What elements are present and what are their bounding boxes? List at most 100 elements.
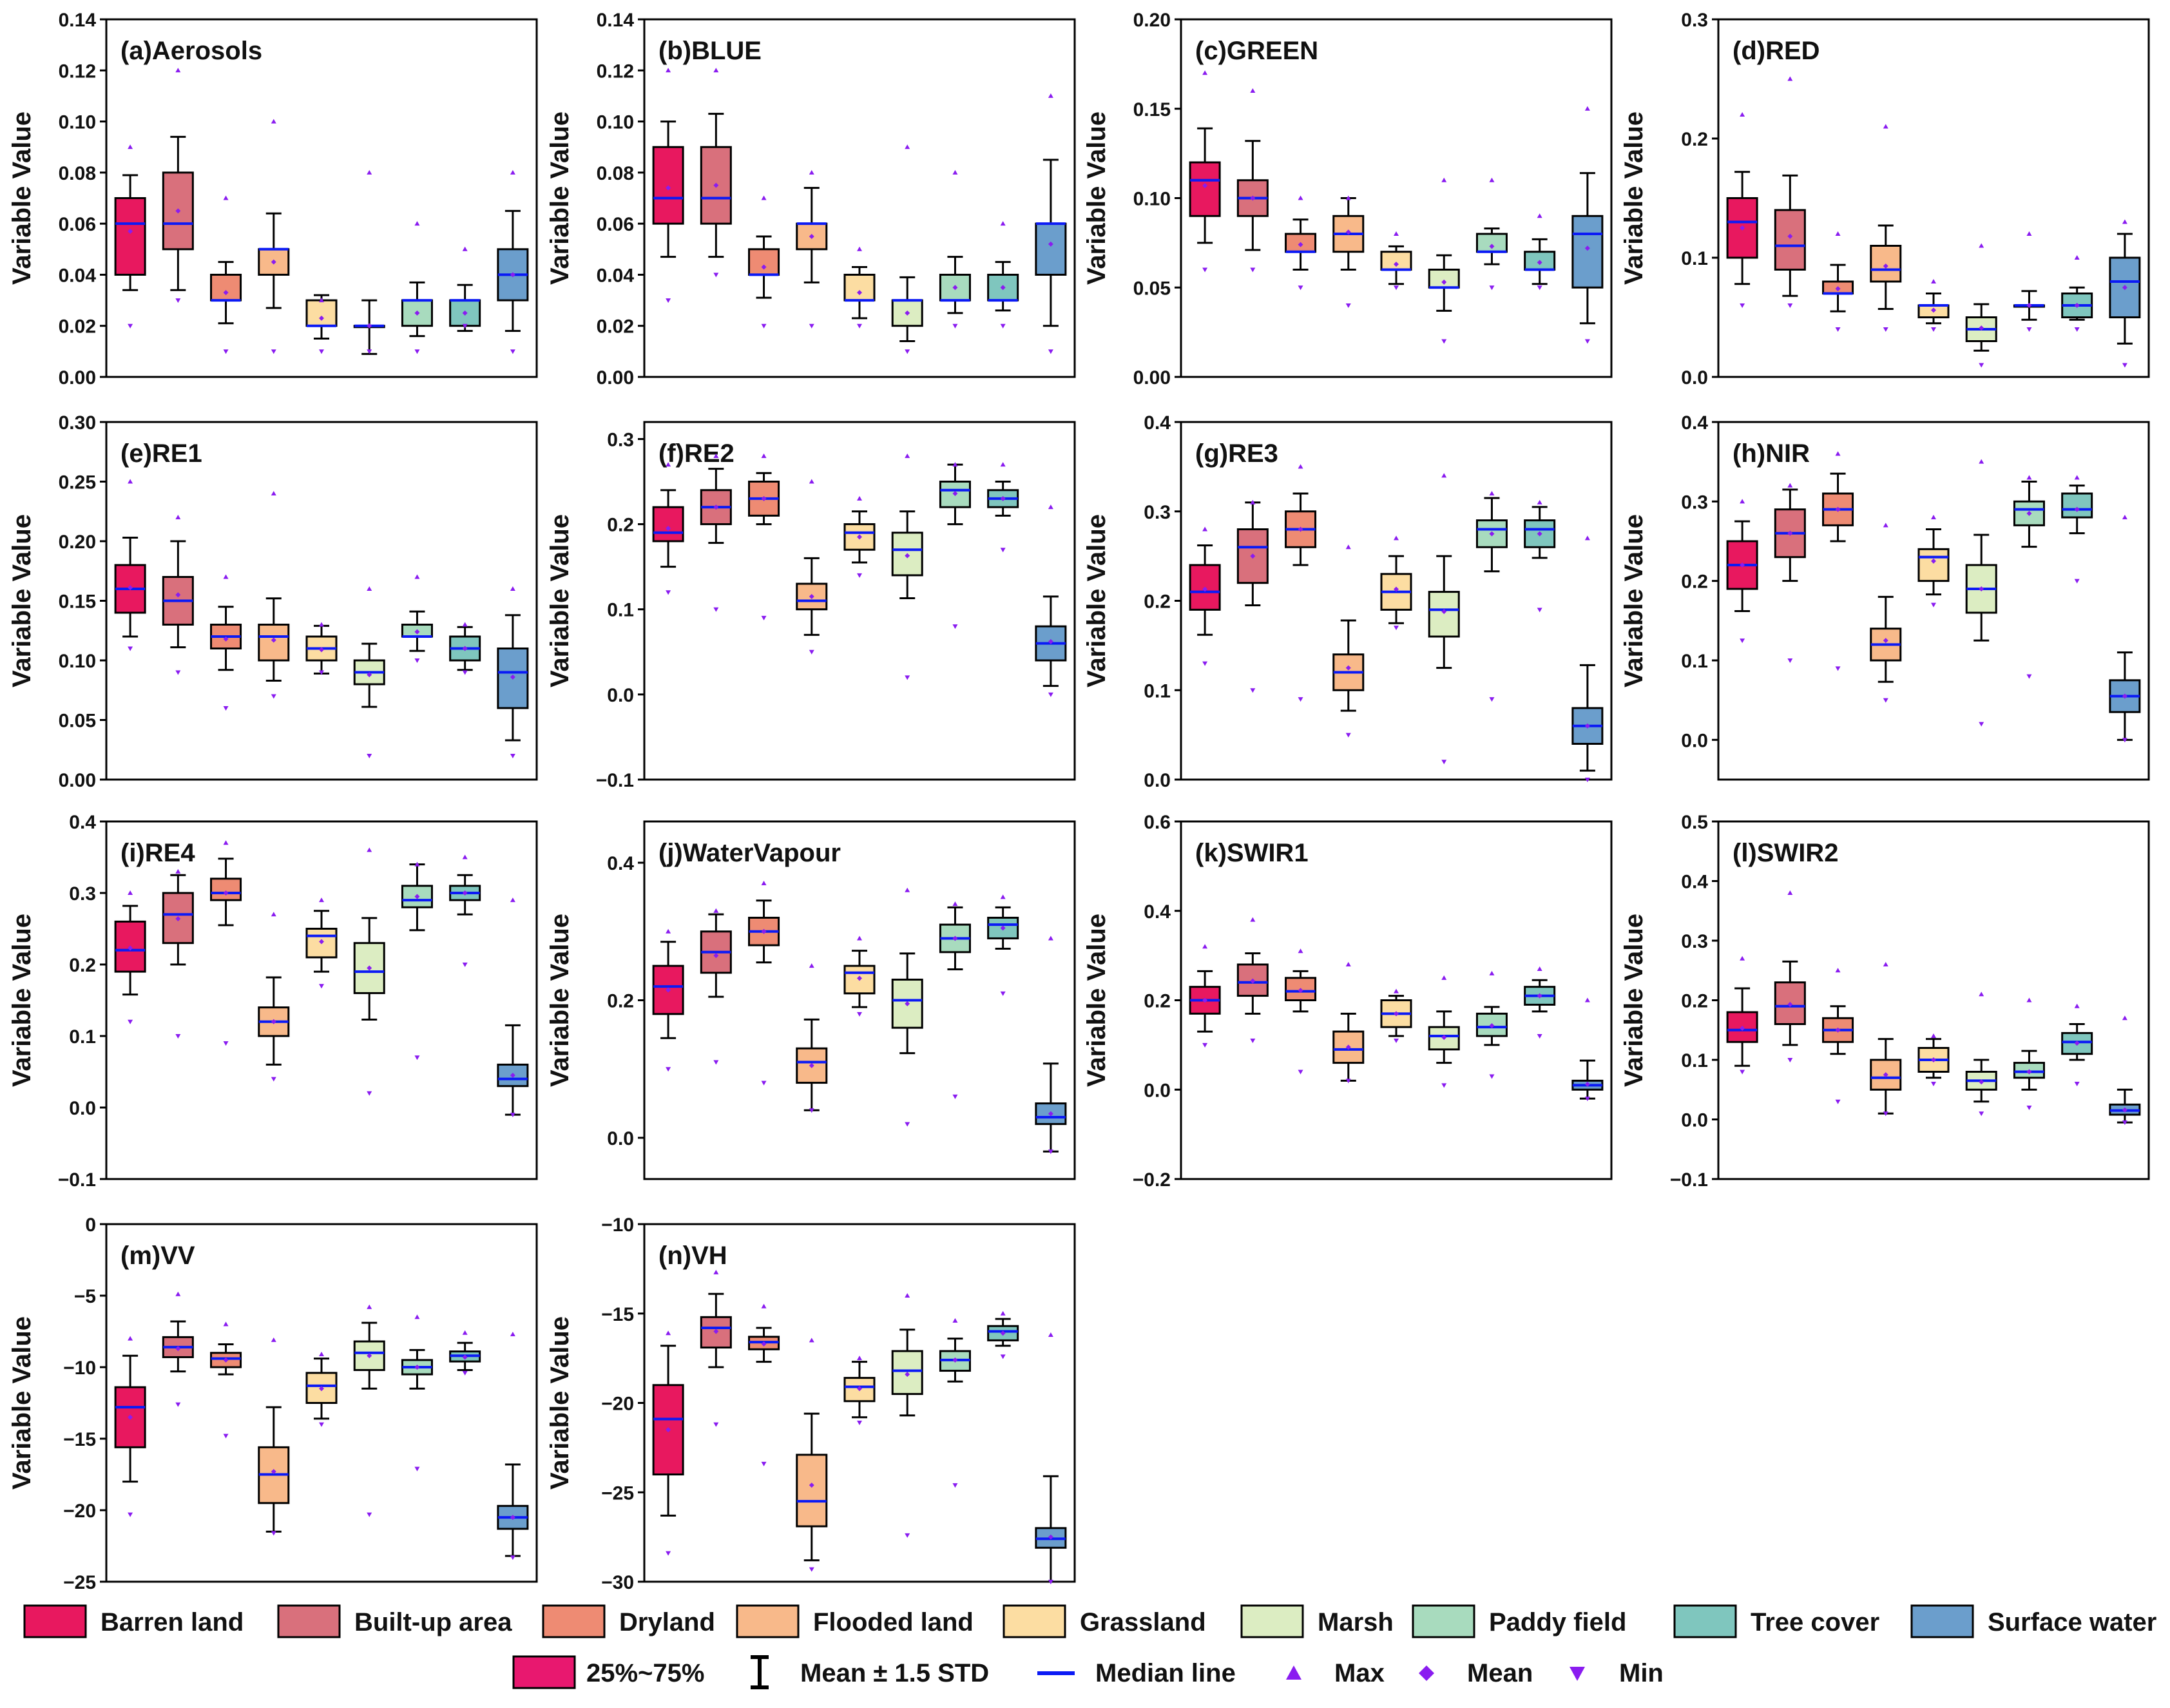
min-marker: [319, 984, 324, 989]
max-marker: [1740, 112, 1745, 117]
min-marker: [761, 1080, 767, 1086]
panel-f-ytick-label: 0.3: [607, 429, 634, 450]
panel-j-title: (j)WaterVapour: [658, 839, 841, 867]
mean-marker: [2074, 506, 2080, 512]
panel-f-box-7: [987, 462, 1019, 553]
panel-d-ytick-label: 0.0: [1681, 367, 1708, 389]
mean-marker: [1345, 229, 1351, 235]
panel-e-box-4: [305, 622, 338, 675]
panel-a-box-2: [210, 195, 242, 354]
legend-swatch: [1240, 1604, 1304, 1638]
legend-label: Min: [1619, 1659, 1664, 1687]
mean-marker: [1537, 531, 1542, 537]
panel-b-box-8: [1035, 93, 1067, 354]
mean-marker: [1584, 723, 1590, 729]
panel-m-box-1: [162, 1291, 194, 1407]
mean-marker: [1835, 506, 1841, 512]
min-marker: [462, 670, 468, 675]
min-marker: [271, 1077, 276, 1082]
panel-k-box-0: [1189, 944, 1221, 1048]
min-marker: [2026, 327, 2032, 332]
legend-stat-mean: Mean: [1419, 1659, 1533, 1687]
min-marker: [905, 349, 910, 354]
mean-marker: [1250, 553, 1256, 559]
mean-marker: [319, 315, 324, 321]
mean-marker: [1740, 1025, 1745, 1031]
panel-e-box-6: [401, 574, 433, 663]
panel-j-box-2: [748, 881, 780, 1086]
min-marker: [128, 1019, 133, 1024]
legend-label: Dryland: [619, 1608, 715, 1636]
panel-l-box-2: [1822, 968, 1854, 1104]
panel-j-box-3: [796, 963, 828, 1113]
iqr-box: [1774, 209, 1806, 271]
max-marker: [1250, 88, 1256, 93]
mean-marker: [809, 233, 814, 239]
min-marker: [128, 646, 133, 651]
min-marker: [1345, 1079, 1351, 1084]
panel-f-ylabel: Variable Value: [546, 514, 574, 687]
panel-i-ytick-label: 0.4: [69, 812, 96, 833]
max-marker: [271, 119, 276, 124]
min-marker: [2122, 363, 2127, 368]
panel-d-box-7: [2061, 255, 2093, 332]
max-marker: [1202, 70, 1208, 75]
mean-marker: [666, 526, 671, 532]
min-marker: [1250, 1038, 1256, 1043]
panel-k-box-2: [1285, 948, 1317, 1075]
mean-marker: [175, 1346, 181, 1352]
panel-f-ytick-label: 0.1: [607, 600, 634, 621]
legend-min-marker: [1570, 1667, 1585, 1681]
min-marker: [1740, 638, 1745, 644]
panel-l-title: (l)SWIR2: [1733, 839, 1838, 867]
panel-e-box-8: [497, 586, 529, 758]
panel-f-box-5: [891, 453, 923, 680]
legend-item-barren-land: Barren land: [23, 1604, 244, 1638]
legend-label: Surface water: [1988, 1608, 2156, 1636]
panel-g-box-7: [1524, 499, 1556, 613]
min-marker: [1931, 1082, 1936, 1086]
mean-marker: [1298, 988, 1303, 993]
legend-label: 25%~75%: [586, 1659, 704, 1687]
max-marker: [2122, 515, 2127, 519]
panel-b-ytick-label: 0.14: [597, 10, 635, 31]
legend-item-tree-cover: Tree cover: [1673, 1604, 1879, 1638]
panel-j-box-7: [987, 894, 1019, 996]
legend-mean-marker: [1419, 1665, 1434, 1681]
panel-g-ytick-label: 0.4: [1144, 412, 1171, 434]
max-marker: [1537, 213, 1542, 218]
panel-g-title: (g)RE3: [1195, 439, 1278, 468]
max-marker: [319, 622, 324, 627]
mean-marker: [1489, 244, 1495, 249]
panel-e-box-1: [162, 515, 194, 675]
panel-e-ytick-label: 0.05: [59, 711, 96, 732]
max-marker: [223, 195, 229, 200]
max-marker: [1298, 195, 1303, 200]
panel-h-box-6: [2013, 475, 2045, 679]
panel-m-ytick-label: −10: [63, 1358, 96, 1379]
panel-n-ylabel: Variable Value: [546, 1316, 574, 1490]
panel-c-box-1: [1236, 88, 1269, 273]
min-marker: [367, 754, 372, 758]
panel-k-ytick-label: 0.0: [1144, 1080, 1171, 1101]
panel-n-ytick-label: −30: [601, 1572, 634, 1593]
panel-a-ylabel: Variable Value: [8, 111, 36, 285]
min-marker: [2122, 1120, 2127, 1126]
min-marker: [1740, 303, 1745, 308]
mean-marker: [1394, 1011, 1399, 1017]
legend-label: Mean: [1467, 1659, 1533, 1687]
iqr-box: [796, 1454, 828, 1528]
min-marker: [2074, 1082, 2080, 1086]
min-marker: [1883, 1111, 1888, 1117]
max-marker: [809, 963, 814, 968]
mean-marker: [1048, 1534, 1053, 1540]
max-marker: [319, 1352, 324, 1357]
panel-m: (m)VV Variable Value −25 −20 −15 −10 −5 0: [8, 1214, 538, 1593]
min-marker: [462, 323, 468, 329]
iqr-box: [114, 197, 146, 276]
iqr-box: [305, 299, 338, 327]
min-marker: [367, 1512, 372, 1517]
panel-e-ytick-label: 0.20: [59, 532, 96, 553]
panel-n-box-7: [987, 1310, 1019, 1359]
min-marker: [905, 1122, 910, 1127]
